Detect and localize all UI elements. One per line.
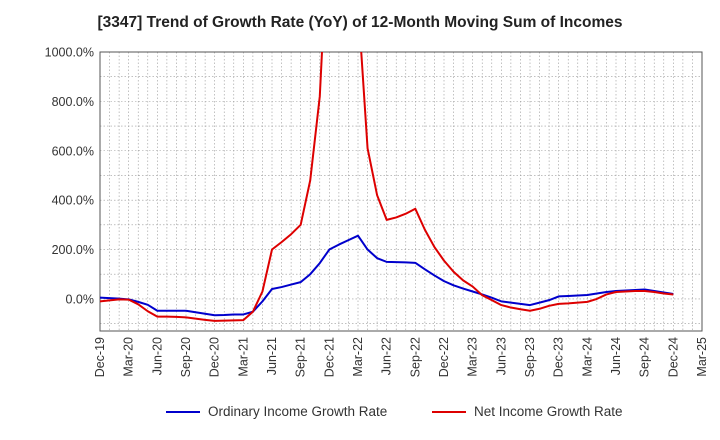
x-tick-label: Mar-21 [236, 337, 250, 377]
x-tick-label: Jun-22 [380, 337, 394, 375]
series-line-ordinary-income [100, 234, 674, 317]
x-tick-label: Jun-21 [265, 337, 279, 375]
x-tick-label: Sep-23 [523, 337, 537, 377]
legend-swatch-net-income [432, 410, 466, 413]
legend-label-ordinary-income: Ordinary Income Growth Rate [208, 404, 388, 419]
x-tick-label: Sep-22 [408, 337, 422, 377]
legend-swatch-ordinary-income [166, 410, 200, 413]
x-tick-label: Dec-20 [208, 337, 222, 377]
x-tick-label: Mar-23 [466, 337, 480, 377]
x-tick-label: Sep-24 [638, 337, 652, 377]
x-tick-label: Mar-22 [351, 337, 365, 377]
x-tick-label: Dec-22 [437, 337, 451, 377]
x-tick-label: Dec-21 [322, 337, 336, 377]
chart-legend: Ordinary Income Growth Rate Net Income G… [0, 404, 720, 424]
plot-area-border [99, 51, 703, 332]
y-tick-label: 400.0% [52, 194, 94, 208]
x-tick-label: Dec-23 [552, 337, 566, 377]
x-tick-label: Mar-25 [695, 337, 709, 377]
x-tick-label: Mar-20 [122, 337, 136, 377]
y-tick-label: 1000.0% [45, 46, 94, 60]
series-line-net-income [100, 52, 674, 322]
y-tick-label: 0.0% [66, 292, 95, 306]
legend-label-net-income: Net Income Growth Rate [474, 404, 623, 419]
x-tick-label: Sep-20 [179, 337, 193, 377]
y-tick-label: 600.0% [52, 144, 94, 158]
x-tick-label: Mar-24 [580, 337, 594, 377]
y-tick-label: 200.0% [52, 243, 94, 257]
x-tick-label: Jun-23 [494, 337, 508, 375]
chart-title: [3347] Trend of Growth Rate (YoY) of 12-… [97, 14, 623, 31]
x-tick-label: Jun-24 [609, 337, 623, 375]
y-tick-label: 800.0% [52, 95, 94, 109]
x-tick-label: Dec-24 [666, 337, 680, 377]
x-tick-label: Jun-20 [150, 337, 164, 375]
legend-item-net-income: Net Income Growth Rate [432, 404, 623, 419]
x-tick-label: Sep-21 [294, 337, 308, 377]
legend-item-ordinary-income: Ordinary Income Growth Rate [166, 404, 387, 419]
x-tick-label: Dec-19 [93, 337, 107, 377]
